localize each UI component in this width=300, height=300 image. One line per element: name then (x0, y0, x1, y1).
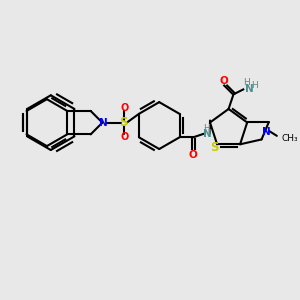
Text: CH₃: CH₃ (282, 134, 298, 143)
Text: H: H (203, 124, 210, 133)
Text: S: S (210, 141, 218, 154)
Text: H: H (252, 81, 258, 90)
Text: O: O (219, 76, 228, 85)
Text: N: N (202, 129, 211, 140)
Text: N: N (245, 84, 254, 94)
Text: S: S (120, 116, 128, 129)
Text: N: N (99, 118, 108, 128)
Text: O: O (121, 132, 129, 142)
Text: O: O (121, 103, 129, 113)
Text: O: O (189, 150, 198, 160)
Text: H: H (243, 78, 250, 87)
Text: N: N (262, 127, 271, 137)
